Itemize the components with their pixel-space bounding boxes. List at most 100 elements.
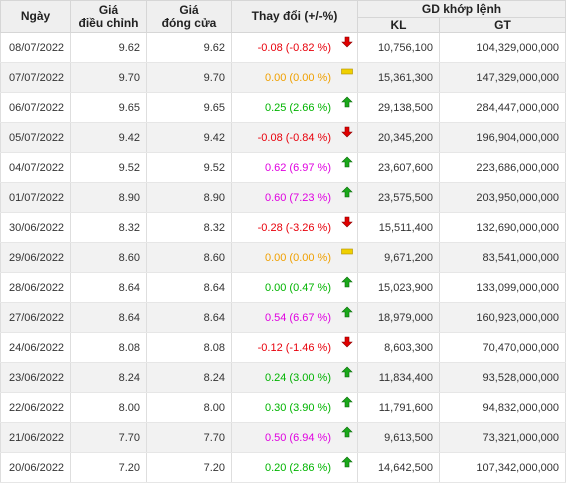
cell-adjusted-price: 9.42	[70, 122, 147, 153]
header-close-price[interactable]: Giá đóng cửa	[146, 0, 232, 33]
cell-date: 07/07/2022	[0, 62, 71, 93]
cell-value: 70,470,000,000	[438, 332, 566, 363]
table-row: 07/07/2022 9.70 9.70 0.00 (0.00 %) 15,361,30…	[0, 62, 566, 93]
table-row: 04/07/2022 9.52 9.52 0.62 (6.97 %) 23,607,60…	[0, 152, 566, 183]
cell-change: -0.08 (-0.84 %)	[231, 122, 358, 153]
cell-close-price: 8.32	[146, 212, 232, 243]
cell-adjusted-price: 8.90	[70, 182, 147, 213]
cell-date: 05/07/2022	[0, 122, 71, 153]
cell-value: 196,904,000,000	[438, 122, 566, 153]
cell-date: 08/07/2022	[0, 32, 71, 63]
cell-value: 94,832,000,000	[438, 392, 566, 423]
table-row: 06/07/2022 9.65 9.65 0.25 (2.66 %) 29,138,50…	[0, 92, 566, 123]
change-value: 0.62 (6.97 %)	[264, 161, 331, 174]
cell-change: 0.25 (2.66 %)	[231, 92, 358, 123]
header-change[interactable]: Thay đổi (+/-%)	[231, 0, 358, 33]
cell-volume: 23,575,500	[357, 182, 440, 213]
change-value: 0.00 (0.00 %)	[264, 251, 331, 264]
cell-value: 93,528,000,000	[438, 362, 566, 393]
change-value: -0.08 (-0.82 %)	[257, 41, 331, 54]
table-row: 22/06/2022 8.00 8.00 0.30 (3.90 %) 11,791,60…	[0, 392, 566, 423]
up-arrow-icon	[341, 456, 353, 468]
cell-close-price: 8.64	[146, 302, 232, 333]
cell-date: 22/06/2022	[0, 392, 71, 423]
header-adjusted-price[interactable]: Giá điều chỉnh	[70, 0, 147, 33]
cell-volume: 14,642,500	[357, 452, 440, 483]
cell-close-price: 7.70	[146, 422, 232, 453]
cell-date: 04/07/2022	[0, 152, 71, 183]
cell-date: 20/06/2022	[0, 452, 71, 483]
table-row: 27/06/2022 8.64 8.64 0.54 (6.67 %) 18,979,00…	[0, 302, 566, 333]
up-arrow-icon	[341, 396, 353, 408]
table-row: 05/07/2022 9.42 9.42 -0.08 (-0.84 %) 20,345,…	[0, 122, 566, 153]
change-value: 0.00 (0.00 %)	[264, 71, 331, 84]
cell-volume: 8,603,300	[357, 332, 440, 363]
cell-value: 132,690,000,000	[438, 212, 566, 243]
cell-close-price: 7.20	[146, 452, 232, 483]
cell-date: 21/06/2022	[0, 422, 71, 453]
header-date[interactable]: Ngày	[0, 0, 71, 33]
cell-volume: 10,756,100	[357, 32, 440, 63]
cell-date: 30/06/2022	[0, 212, 71, 243]
cell-volume: 11,791,600	[357, 392, 440, 423]
cell-close-price: 9.70	[146, 62, 232, 93]
cell-change: 0.00 (0.00 %)	[231, 62, 358, 93]
cell-date: 29/06/2022	[0, 242, 71, 273]
header-matched-trading: GD khớp lệnh	[356, 0, 566, 18]
cell-close-price: 8.60	[146, 242, 232, 273]
cell-change: 0.24 (3.00 %)	[231, 362, 358, 393]
cell-value: 203,950,000,000	[438, 182, 566, 213]
cell-change: 0.20 (2.86 %)	[231, 452, 358, 483]
cell-adjusted-price: 8.24	[70, 362, 147, 393]
cell-adjusted-price: 9.70	[70, 62, 147, 93]
cell-close-price: 8.08	[146, 332, 232, 363]
cell-date: 24/06/2022	[0, 332, 71, 363]
cell-date: 01/07/2022	[0, 182, 71, 213]
change-value: 0.00 (0.47 %)	[264, 281, 331, 294]
down-arrow-icon	[341, 126, 353, 138]
cell-adjusted-price: 8.32	[70, 212, 147, 243]
unchanged-bar-icon	[341, 246, 353, 258]
cell-adjusted-price: 9.62	[70, 32, 147, 63]
cell-adjusted-price: 9.52	[70, 152, 147, 183]
cell-change: 0.00 (0.00 %)	[231, 242, 358, 273]
cell-adjusted-price: 8.60	[70, 242, 147, 273]
unchanged-bar-icon	[341, 66, 353, 78]
cell-adjusted-price: 8.00	[70, 392, 147, 423]
cell-change: 0.60 (7.23 %)	[231, 182, 358, 213]
up-arrow-icon	[341, 426, 353, 438]
down-arrow-icon	[341, 36, 353, 48]
cell-adjusted-price: 7.20	[70, 452, 147, 483]
header-value[interactable]: GT	[438, 17, 566, 33]
cell-value: 160,923,000,000	[438, 302, 566, 333]
cell-volume: 15,361,300	[357, 62, 440, 93]
header-volume[interactable]: KL	[357, 17, 440, 33]
cell-volume: 18,979,000	[357, 302, 440, 333]
cell-date: 23/06/2022	[0, 362, 71, 393]
change-value: -0.12 (-1.46 %)	[257, 341, 331, 354]
cell-adjusted-price: 8.64	[70, 302, 147, 333]
cell-adjusted-price: 9.65	[70, 92, 147, 123]
cell-volume: 9,613,500	[357, 422, 440, 453]
cell-value: 133,099,000,000	[438, 272, 566, 303]
change-value: 0.60 (7.23 %)	[264, 191, 331, 204]
cell-close-price: 9.65	[146, 92, 232, 123]
down-arrow-icon	[341, 216, 353, 228]
change-value: 0.24 (3.00 %)	[264, 371, 331, 384]
table-row: 01/07/2022 8.90 8.90 0.60 (7.23 %) 23,575,50…	[0, 182, 566, 213]
cell-value: 107,342,000,000	[438, 452, 566, 483]
up-arrow-icon	[341, 276, 353, 288]
change-value: -0.28 (-3.26 %)	[257, 221, 331, 234]
change-value: 0.50 (6.94 %)	[264, 431, 331, 444]
table-row: 21/06/2022 7.70 7.70 0.50 (6.94 %) 9,613,500…	[0, 422, 566, 453]
cell-value: 147,329,000,000	[438, 62, 566, 93]
cell-change: -0.12 (-1.46 %)	[231, 332, 358, 363]
cell-change: 0.30 (3.90 %)	[231, 392, 358, 423]
cell-value: 73,321,000,000	[438, 422, 566, 453]
cell-change: -0.08 (-0.82 %)	[231, 32, 358, 63]
up-arrow-icon	[341, 366, 353, 378]
cell-change: 0.62 (6.97 %)	[231, 152, 358, 183]
cell-adjusted-price: 7.70	[70, 422, 147, 453]
cell-date: 28/06/2022	[0, 272, 71, 303]
